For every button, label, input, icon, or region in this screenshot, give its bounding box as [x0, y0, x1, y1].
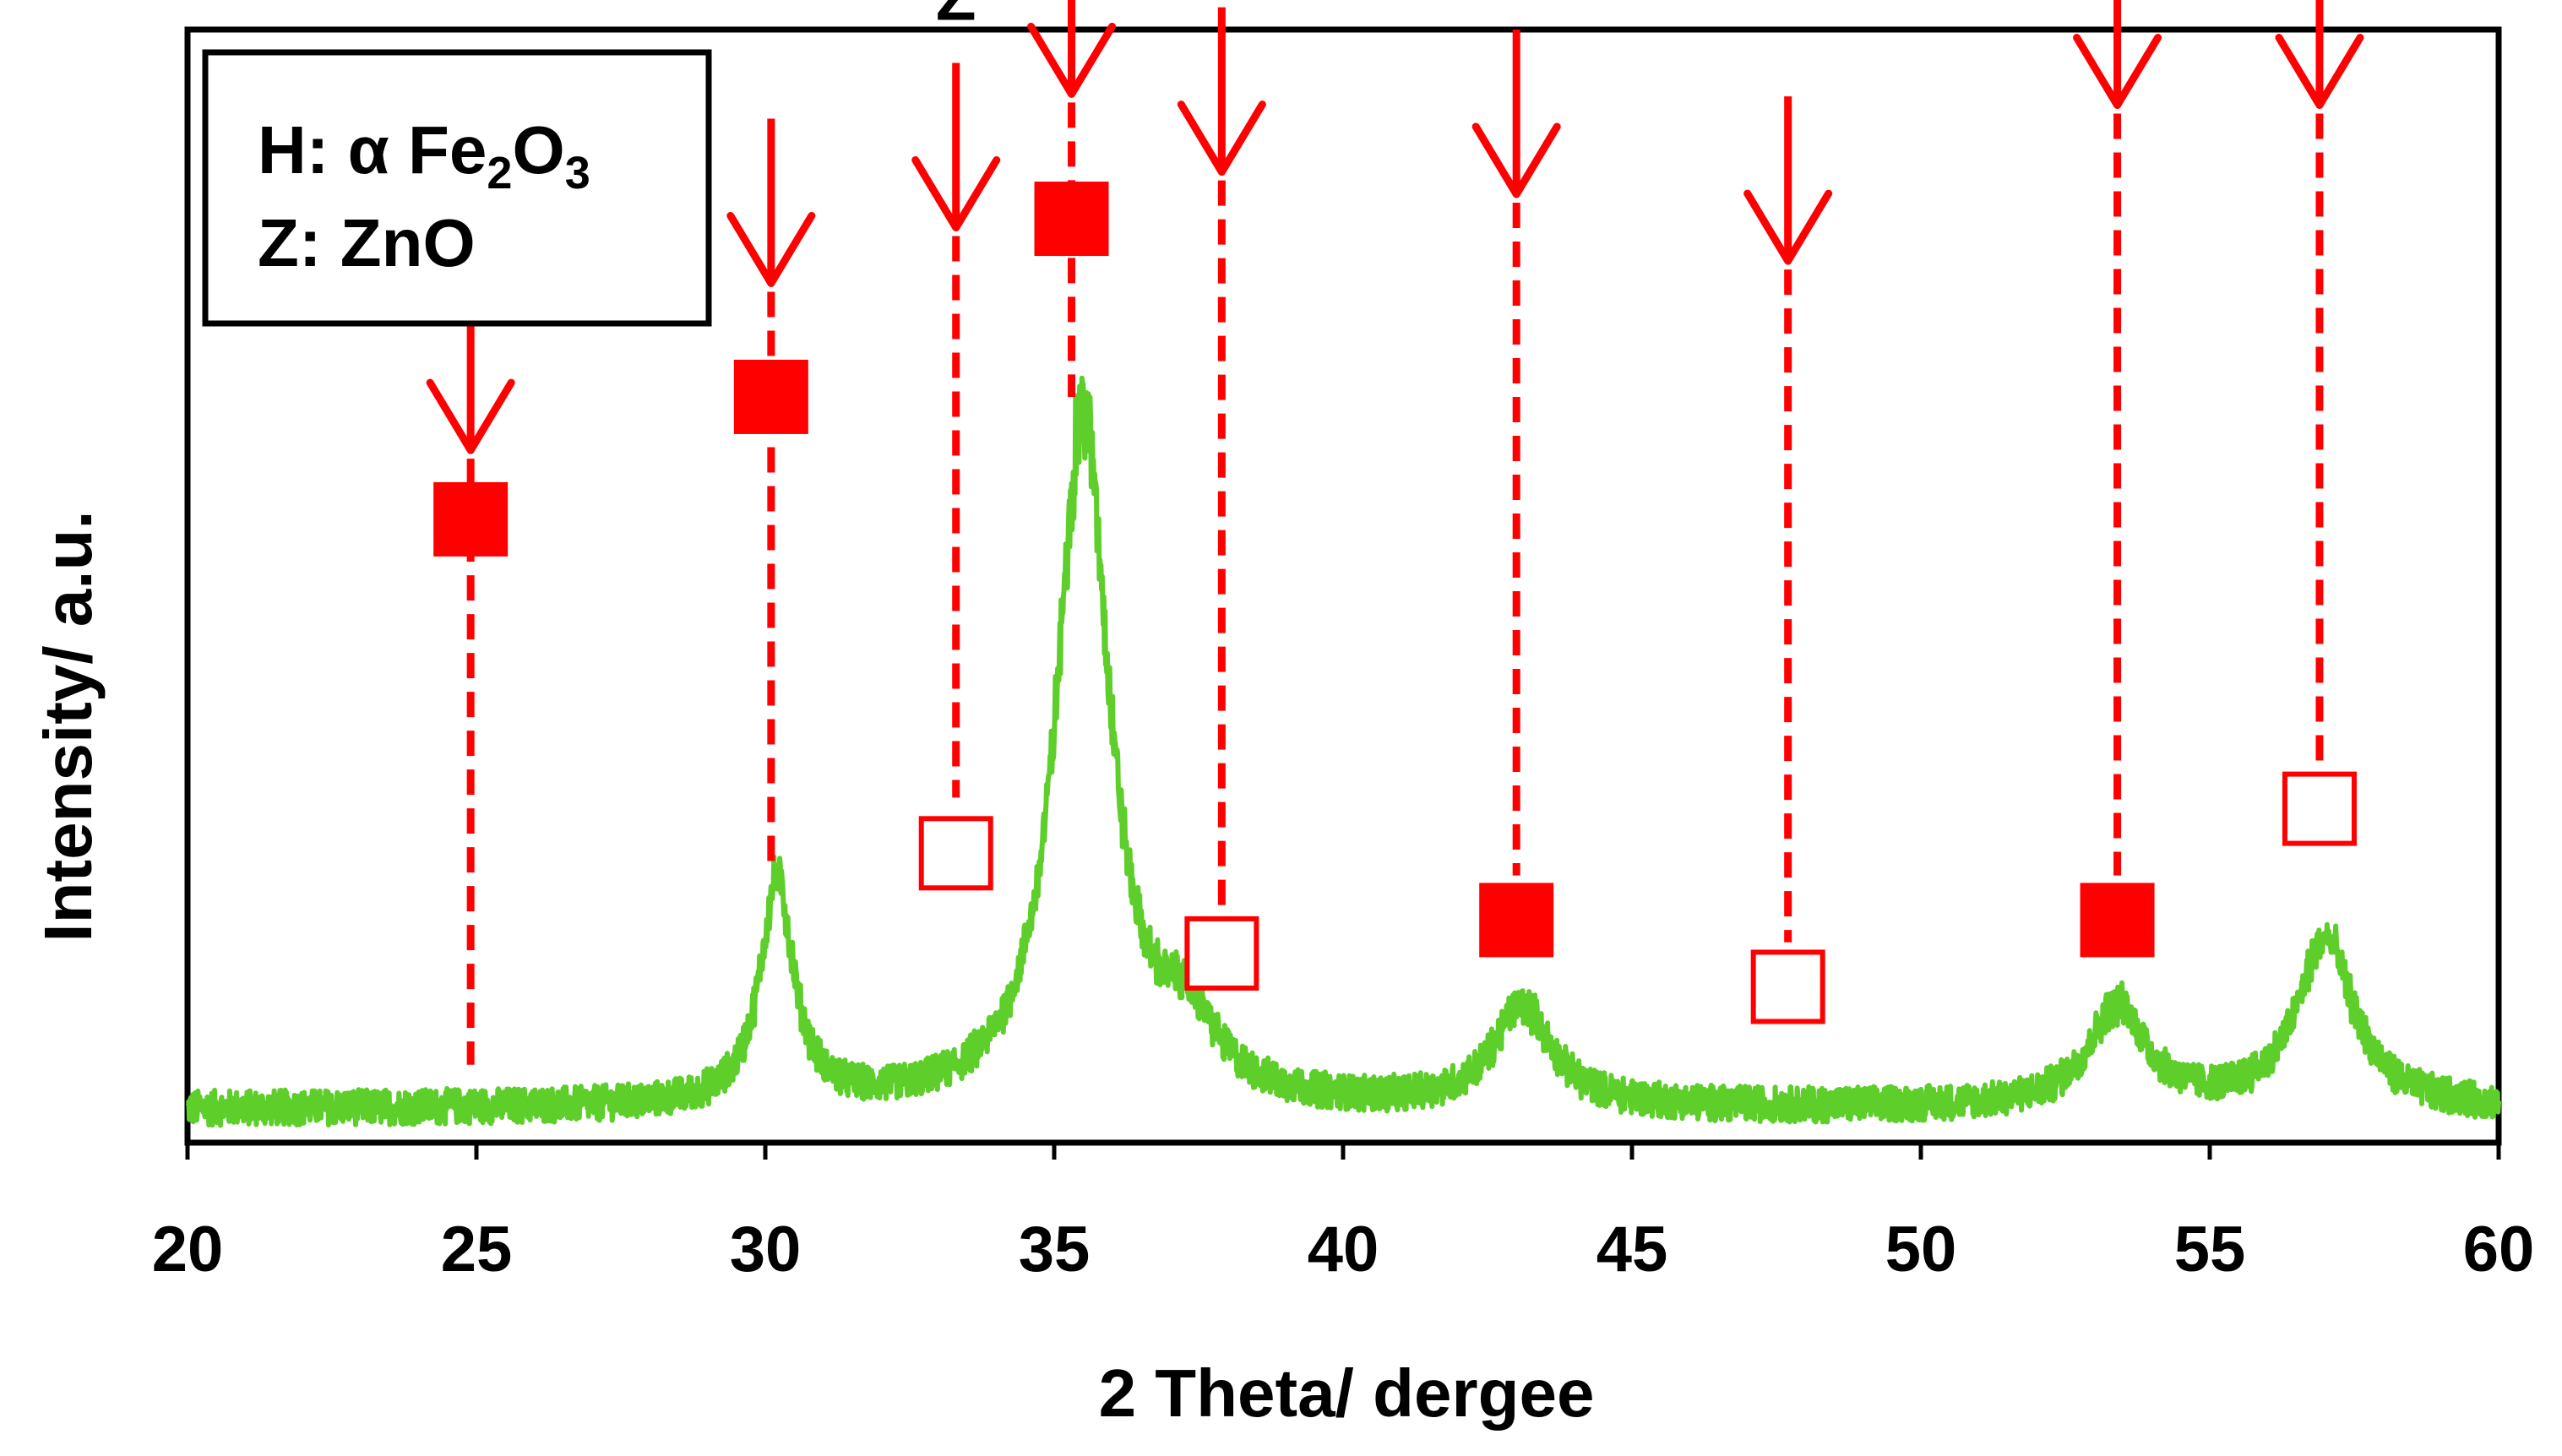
marker-arrow-head	[426, 378, 515, 454]
y-axis-title: Intensity/ a.u.	[30, 510, 106, 942]
phase-marker-4: H	[1027, 0, 1117, 397]
phase-marker-7: Z	[1743, 0, 1833, 1024]
x-tick-label-45: 45	[1596, 1214, 1668, 1285]
x-axis-title: 2 Theta/ dergee	[1099, 1355, 1595, 1431]
zincite-open-square	[918, 816, 993, 891]
marker-label: Z	[936, 0, 976, 34]
marker-arrow-head	[1177, 101, 1266, 177]
marker-arrow-head	[1027, 22, 1117, 98]
x-tick-label-20: 20	[152, 1214, 224, 1285]
marker-arrow-head	[1743, 189, 1833, 265]
zincite-open-square	[1184, 915, 1259, 991]
x-tick-label-60: 60	[2463, 1214, 2535, 1285]
hematite-filled-square	[433, 481, 509, 557]
x-tick-label-25: 25	[441, 1214, 513, 1285]
hematite-filled-square	[1034, 182, 1109, 257]
phase-marker-5: Z	[1177, 7, 1266, 991]
xrd-series-line	[185, 375, 2501, 1128]
marker-arrow-head	[2073, 34, 2162, 110]
phase-marker-2: H	[726, 118, 816, 865]
hematite-filled-square	[2080, 883, 2155, 958]
x-tick-label-50: 50	[1885, 1214, 1957, 1285]
marker-arrow-head	[1471, 122, 1561, 198]
phase-marker-6: H	[1471, 30, 1561, 958]
phase-marker-3: Z	[911, 0, 1001, 891]
phase-marker-9: Z	[2275, 0, 2364, 846]
legend-entry-hematite: H: α Fe2O3	[258, 112, 590, 198]
hematite-filled-square	[1479, 883, 1554, 958]
legend-entry-zincite: Z: ZnO	[258, 205, 476, 280]
phase-marker-8: H	[2073, 0, 2162, 958]
marker-arrow-head	[726, 211, 816, 287]
x-tick-label-30: 30	[730, 1214, 802, 1285]
legend: H: α Fe2O3 Z: ZnO	[202, 49, 712, 327]
x-tick-label-35: 35	[1019, 1214, 1091, 1285]
zincite-open-square	[1750, 949, 1825, 1024]
x-tick-label-40: 40	[1308, 1214, 1379, 1285]
zincite-open-square	[2282, 771, 2357, 846]
marker-arrow-head	[2275, 34, 2364, 110]
legend-box	[202, 49, 712, 327]
hematite-filled-square	[733, 359, 808, 434]
marker-label: Z	[1768, 0, 1809, 12]
marker-arrow-head	[911, 156, 1001, 232]
x-tick-label-55: 55	[2174, 1214, 2246, 1285]
